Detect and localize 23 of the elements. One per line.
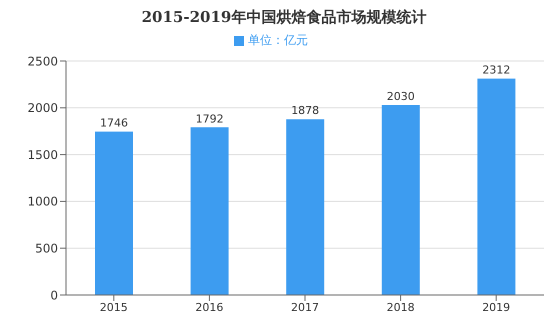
y-tick-label: 2000 — [27, 101, 58, 116]
legend-label: 单位：亿元 — [248, 33, 308, 47]
bar — [477, 78, 516, 295]
x-tick-label: 2018 — [386, 300, 415, 314]
data-label: 2312 — [482, 64, 510, 77]
bar — [286, 119, 324, 295]
bar — [190, 127, 229, 295]
y-tick-label: 1500 — [27, 148, 58, 162]
data-label: 1746 — [100, 116, 128, 130]
x-tick-label: 2016 — [195, 300, 224, 314]
chart-title: 2015-2019年中国烘焙食品市场规模统计 — [140, 8, 428, 27]
bar — [382, 104, 420, 295]
data-label: 2030 — [386, 90, 415, 103]
y-tick-label: 500 — [35, 241, 58, 256]
bar — [95, 132, 133, 295]
x-tick-label: 2019 — [482, 300, 510, 314]
y-tick-label: 2500 — [27, 54, 58, 68]
x-tick-label: 2017 — [291, 300, 319, 314]
x-tick-label: 2015 — [100, 300, 128, 314]
data-label: 1792 — [196, 112, 224, 126]
data-label: 1878 — [291, 104, 320, 118]
y-tick-label: 1000 — [27, 194, 58, 209]
y-tick-label: 0 — [50, 288, 58, 302]
